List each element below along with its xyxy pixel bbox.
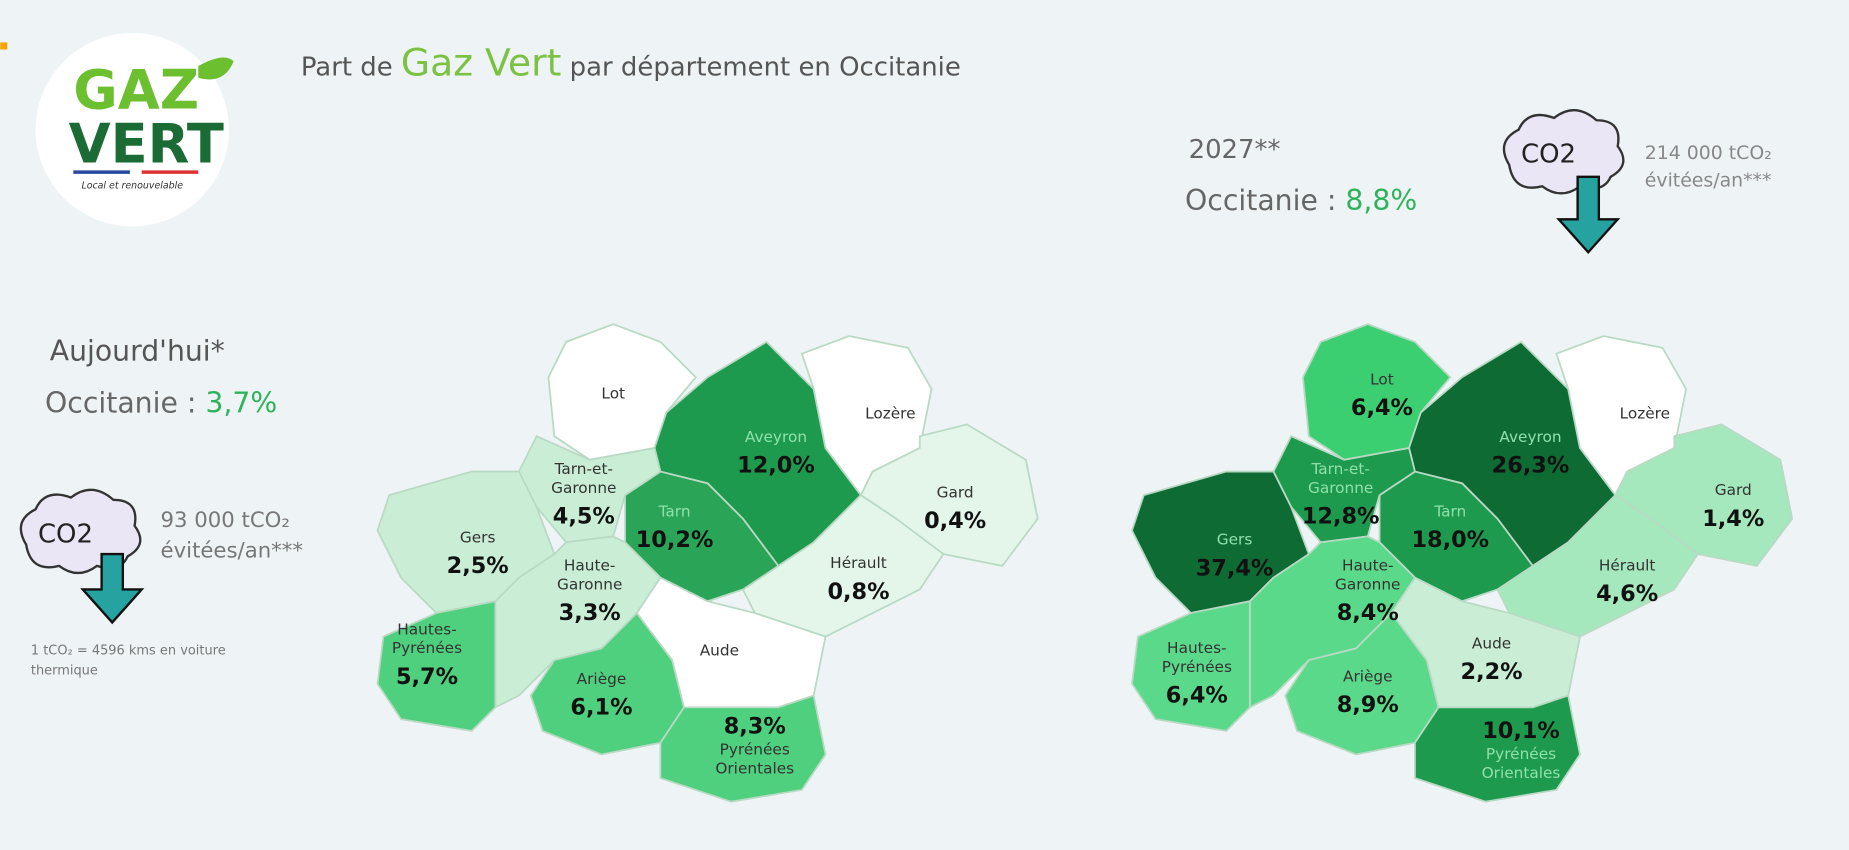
cloud (1502, 109, 1625, 195)
department (1378, 470, 1535, 603)
share: 8,8% (1345, 184, 1417, 217)
department (376, 600, 497, 732)
department-value: 12,8% (1302, 503, 1380, 529)
department-value: 10,2% (636, 527, 714, 553)
co2-amount: 214 000 tCO₂ (1645, 142, 1772, 164)
co2-unit: évitées/an*** (161, 539, 303, 564)
arrow (1556, 175, 1621, 255)
department-name: Lot (1370, 370, 1394, 388)
department-value: 18,0% (1411, 527, 1489, 553)
cloud (19, 488, 142, 575)
department-value: 6,1% (570, 694, 632, 720)
map: Lot 6,4% Aveyron 26,3% Lozère Gard 1,4% Hérault… (1131, 323, 1794, 803)
department-name: Tarn (658, 502, 691, 520)
department-value: 8,4% (1337, 600, 1399, 626)
corner-mark (0, 42, 8, 50)
department-name: Lozère (1620, 405, 1670, 423)
department-name: Garonne (551, 479, 616, 497)
department-name: Ariège (577, 670, 627, 688)
today-label: Aujourd'hui* (50, 335, 225, 368)
department-name: Haute- (1342, 557, 1394, 575)
department-value: 0,8% (827, 579, 889, 605)
department-name: Aude (700, 641, 739, 659)
arrow (80, 552, 145, 625)
department-name: Gard (937, 484, 974, 502)
note: thermique (31, 663, 98, 678)
department-name: Aveyron (745, 428, 807, 446)
co2-today: CO2 93 000 tCO₂ évitées/an*** 1 tCO₂ = 4… (19, 488, 303, 678)
co2-forecast: CO2 214 000 tCO₂ évitées/an*** (1502, 109, 1772, 255)
today-region: Occitanie : 3,7% (45, 387, 277, 420)
department-name: Tarn (1433, 502, 1466, 520)
department-name: Orientales (715, 759, 794, 777)
department-name: Tarn-et- (1310, 460, 1369, 478)
department-value: 0,4% (924, 508, 986, 534)
department-value: 5,7% (396, 664, 458, 690)
department-name: Hérault (830, 554, 887, 572)
share: 3,7% (205, 387, 277, 420)
maps: Lot Aveyron 12,0% Lozère Gard 0,4% Hérault 0,8%… (376, 323, 1794, 803)
map: Lot Aveyron 12,0% Lozère Gard 0,4% Hérault 0,8%… (376, 323, 1039, 803)
logo: GAZ VERT Local et renouvelable (35, 33, 234, 227)
title-highlight: Gaz Vert (401, 40, 562, 84)
logo-leaf (198, 57, 234, 80)
department-value: 4,5% (553, 503, 615, 529)
logo-line2: VERT (69, 113, 224, 176)
department-value: 12,0% (737, 453, 815, 479)
logo-line1: GAZ (73, 58, 199, 121)
department-value: 1,4% (1702, 506, 1764, 532)
department-name: Garonne (1335, 575, 1400, 593)
department-name: Haute- (564, 557, 616, 575)
department-name: Gers (460, 528, 496, 546)
department-value: 4,6% (1596, 581, 1658, 607)
note: 1 tCO₂ = 4596 kms en voiture (31, 643, 226, 658)
cloud-text: CO2 (1521, 140, 1576, 170)
region: Occitanie : (45, 387, 196, 420)
department-value: 26,3% (1492, 453, 1570, 479)
department-name: Garonne (1308, 479, 1373, 497)
department-value: 6,4% (1166, 683, 1228, 709)
department (1414, 694, 1581, 803)
title: Part de Gaz Vert par département en Occi… (301, 40, 961, 84)
department-value: 2,2% (1461, 659, 1523, 685)
logo-circle (35, 33, 229, 227)
department-name: Lozère (865, 405, 915, 423)
department-name: Tarn-et- (554, 460, 613, 478)
department-name: Hautes- (397, 620, 457, 638)
department-name: Ariège (1343, 667, 1393, 685)
department (1131, 600, 1251, 732)
cloud-text: CO2 (38, 519, 93, 549)
department (659, 694, 827, 803)
department-value: 10,1% (1482, 718, 1560, 744)
co2-amount: 93 000 tCO₂ (161, 508, 290, 533)
department-name: Pyrénées (720, 741, 790, 759)
forecast-label: 2027** (1189, 135, 1281, 165)
region: Occitanie : (1185, 184, 1336, 217)
department-name: Pyrénées (1486, 745, 1556, 763)
department-name: Gers (1217, 531, 1253, 549)
department-value: 8,9% (1337, 692, 1399, 718)
co2-unit: évitées/an*** (1645, 169, 1772, 191)
department-name: Pyrénées (1162, 658, 1232, 676)
department-value: 6,4% (1351, 395, 1413, 421)
title-prefix: Part de (301, 52, 393, 82)
department-value: 37,4% (1196, 555, 1274, 581)
department (624, 470, 780, 603)
department-name: Pyrénées (392, 639, 462, 657)
department-name: Orientales (1482, 764, 1561, 782)
department-value: 8,3% (724, 713, 786, 739)
title-suffix: par département en Occitanie (570, 52, 961, 82)
department-name: Lot (601, 384, 625, 402)
department-name: Aveyron (1499, 428, 1561, 446)
department-value: 3,3% (559, 600, 621, 626)
department-value: 2,5% (447, 553, 509, 579)
logo-tagline: Local et renouvelable (81, 181, 183, 192)
department-name: Garonne (557, 575, 622, 593)
department-name: Hérault (1599, 557, 1656, 575)
department-name: Hautes- (1167, 639, 1227, 657)
department-name: Gard (1715, 481, 1752, 499)
forecast-region: Occitanie : 8,8% (1185, 184, 1417, 217)
department-name: Aude (1472, 634, 1511, 652)
